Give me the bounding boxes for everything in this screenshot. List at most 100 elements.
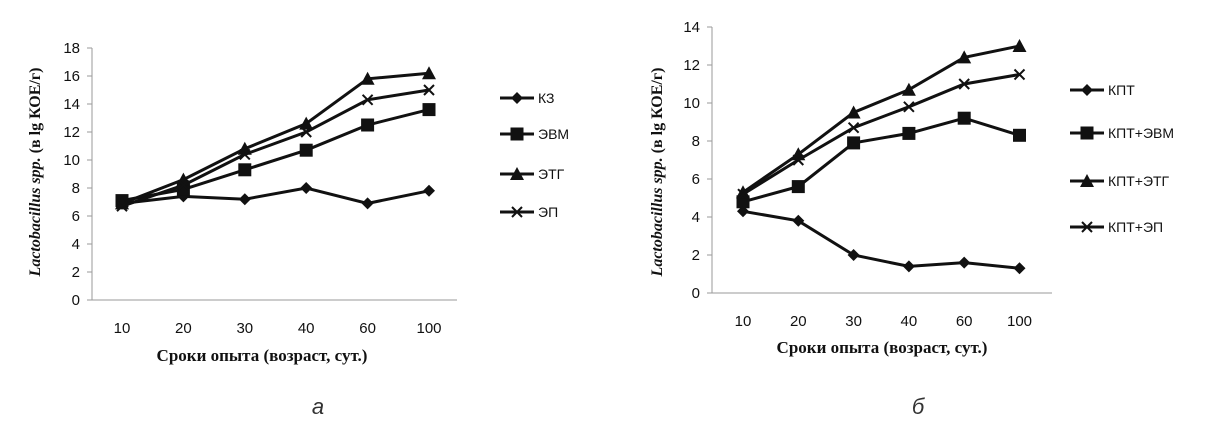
data-point (239, 148, 251, 161)
x-tick-label: 60 (956, 313, 973, 330)
legend-marker (1080, 126, 1094, 140)
y-tick-label: 16 (63, 68, 80, 85)
legend-marker (1080, 174, 1094, 187)
data-point (423, 184, 435, 197)
legend-marker (510, 127, 524, 141)
data-point (423, 84, 435, 96)
data-point (792, 154, 805, 166)
y-axis-label-italic: Lactobacillus spp. (649, 157, 666, 277)
x-axis-label: Сроки опыта (возраст, сут.) (157, 346, 368, 365)
data-point (361, 94, 374, 106)
y-tick-label: 14 (683, 19, 700, 36)
y-axis-label-rest: (в lg КОЕ/г) (649, 68, 666, 158)
data-point (737, 188, 749, 200)
data-point (1013, 262, 1026, 275)
legend-label: КЗ (538, 90, 554, 106)
legend-marker (510, 167, 524, 180)
x-tick-label: 20 (790, 313, 807, 330)
x-tick-label: 10 (735, 313, 752, 330)
data-point (958, 78, 970, 90)
data-point (847, 121, 860, 134)
data-point (846, 105, 861, 119)
x-tick-label: 100 (416, 320, 441, 337)
data-point (958, 256, 971, 269)
data-point (238, 163, 252, 177)
series-line (121, 186, 430, 205)
data-point (177, 179, 190, 191)
x-tick-label: 30 (236, 320, 253, 337)
series-line (742, 209, 1020, 270)
chart-panel-b: 0 2 4 6 8 10 12 14 10 20 30 40 60 100 Сроки опыта (воз… (649, 19, 1174, 419)
series-line (742, 73, 1020, 196)
data-point (1012, 39, 1027, 52)
y-tick-label: 12 (683, 57, 700, 74)
y-tick-label: 6 (692, 171, 700, 188)
y-tick-label: 6 (72, 208, 80, 225)
data-point (847, 136, 861, 150)
legend-label: ЭТГ (538, 166, 565, 182)
x-tick-label: 100 (1007, 313, 1032, 330)
y-axis-label-rest: (в lg КОЕ/г) (27, 68, 44, 158)
legend-label: КПТ+ЭВМ (1108, 125, 1174, 141)
y-tick-label: 12 (63, 124, 80, 141)
y-tick-label: 2 (692, 247, 700, 264)
legend-label: ЭВМ (538, 126, 569, 142)
data-point (736, 185, 750, 199)
legend-label: ЭП (538, 204, 558, 220)
y-tick-label: 10 (683, 95, 700, 112)
data-point (361, 197, 374, 210)
x-axis-label: Сроки опыта (возраст, сут.) (777, 338, 988, 357)
series-line (121, 108, 430, 203)
data-point (902, 126, 916, 140)
x-tick-label: 60 (359, 320, 376, 337)
data-point (903, 101, 915, 113)
legend-label: КПТ+ЭП (1108, 219, 1163, 235)
y-tick-label: 4 (692, 209, 700, 226)
data-point (957, 111, 971, 125)
legend-label: КПТ (1108, 82, 1135, 98)
panel-label: б (912, 394, 926, 419)
y-tick-label: 10 (63, 152, 80, 169)
legend-marker (511, 206, 523, 218)
data-point (1013, 128, 1026, 142)
legend-label: КПТ+ЭТГ (1108, 173, 1170, 189)
x-tick-label: 40 (298, 320, 315, 337)
legend-marker (1081, 84, 1093, 96)
data-point (299, 143, 313, 157)
panel-label: а (312, 394, 324, 419)
y-tick-label: 4 (72, 236, 80, 253)
data-point (422, 103, 436, 117)
data-point (847, 249, 860, 261)
data-point (902, 260, 915, 273)
y-axis-label: Lactobacillus spp. (в lg КОЕ/г) (27, 68, 44, 278)
y-axis-label-italic: Lactobacillus spp. (27, 157, 44, 277)
y-tick-label: 8 (72, 180, 80, 197)
y-tick-label: 0 (72, 292, 80, 309)
y-axis-label: Lactobacillus spp. (в lg КОЕ/г) (649, 68, 666, 278)
data-point (791, 180, 805, 194)
data-point (360, 71, 375, 85)
y-tick-label: 2 (72, 264, 80, 281)
data-point (300, 182, 313, 194)
series-line (121, 88, 430, 208)
data-point (116, 200, 128, 212)
x-tick-label: 20 (175, 320, 192, 337)
x-tick-label: 10 (114, 320, 131, 337)
legend-marker (1081, 221, 1093, 233)
data-point (300, 126, 312, 138)
y-tick-label: 8 (692, 133, 700, 150)
y-tick-label: 18 (63, 40, 80, 57)
legend-marker (511, 92, 523, 104)
data-point (901, 82, 916, 96)
data-point (361, 118, 375, 132)
data-point (299, 116, 314, 130)
data-point (792, 214, 805, 227)
data-point (1013, 68, 1026, 81)
series-line (121, 71, 430, 205)
chart-panel-a: 0 2 4 6 8 10 12 14 16 18 10 20 30 40 60 100 Сроки опыта … (27, 40, 569, 419)
y-tick-label: 0 (692, 285, 700, 302)
data-point (422, 66, 436, 80)
series-line (742, 116, 1020, 204)
data-point (238, 193, 251, 206)
